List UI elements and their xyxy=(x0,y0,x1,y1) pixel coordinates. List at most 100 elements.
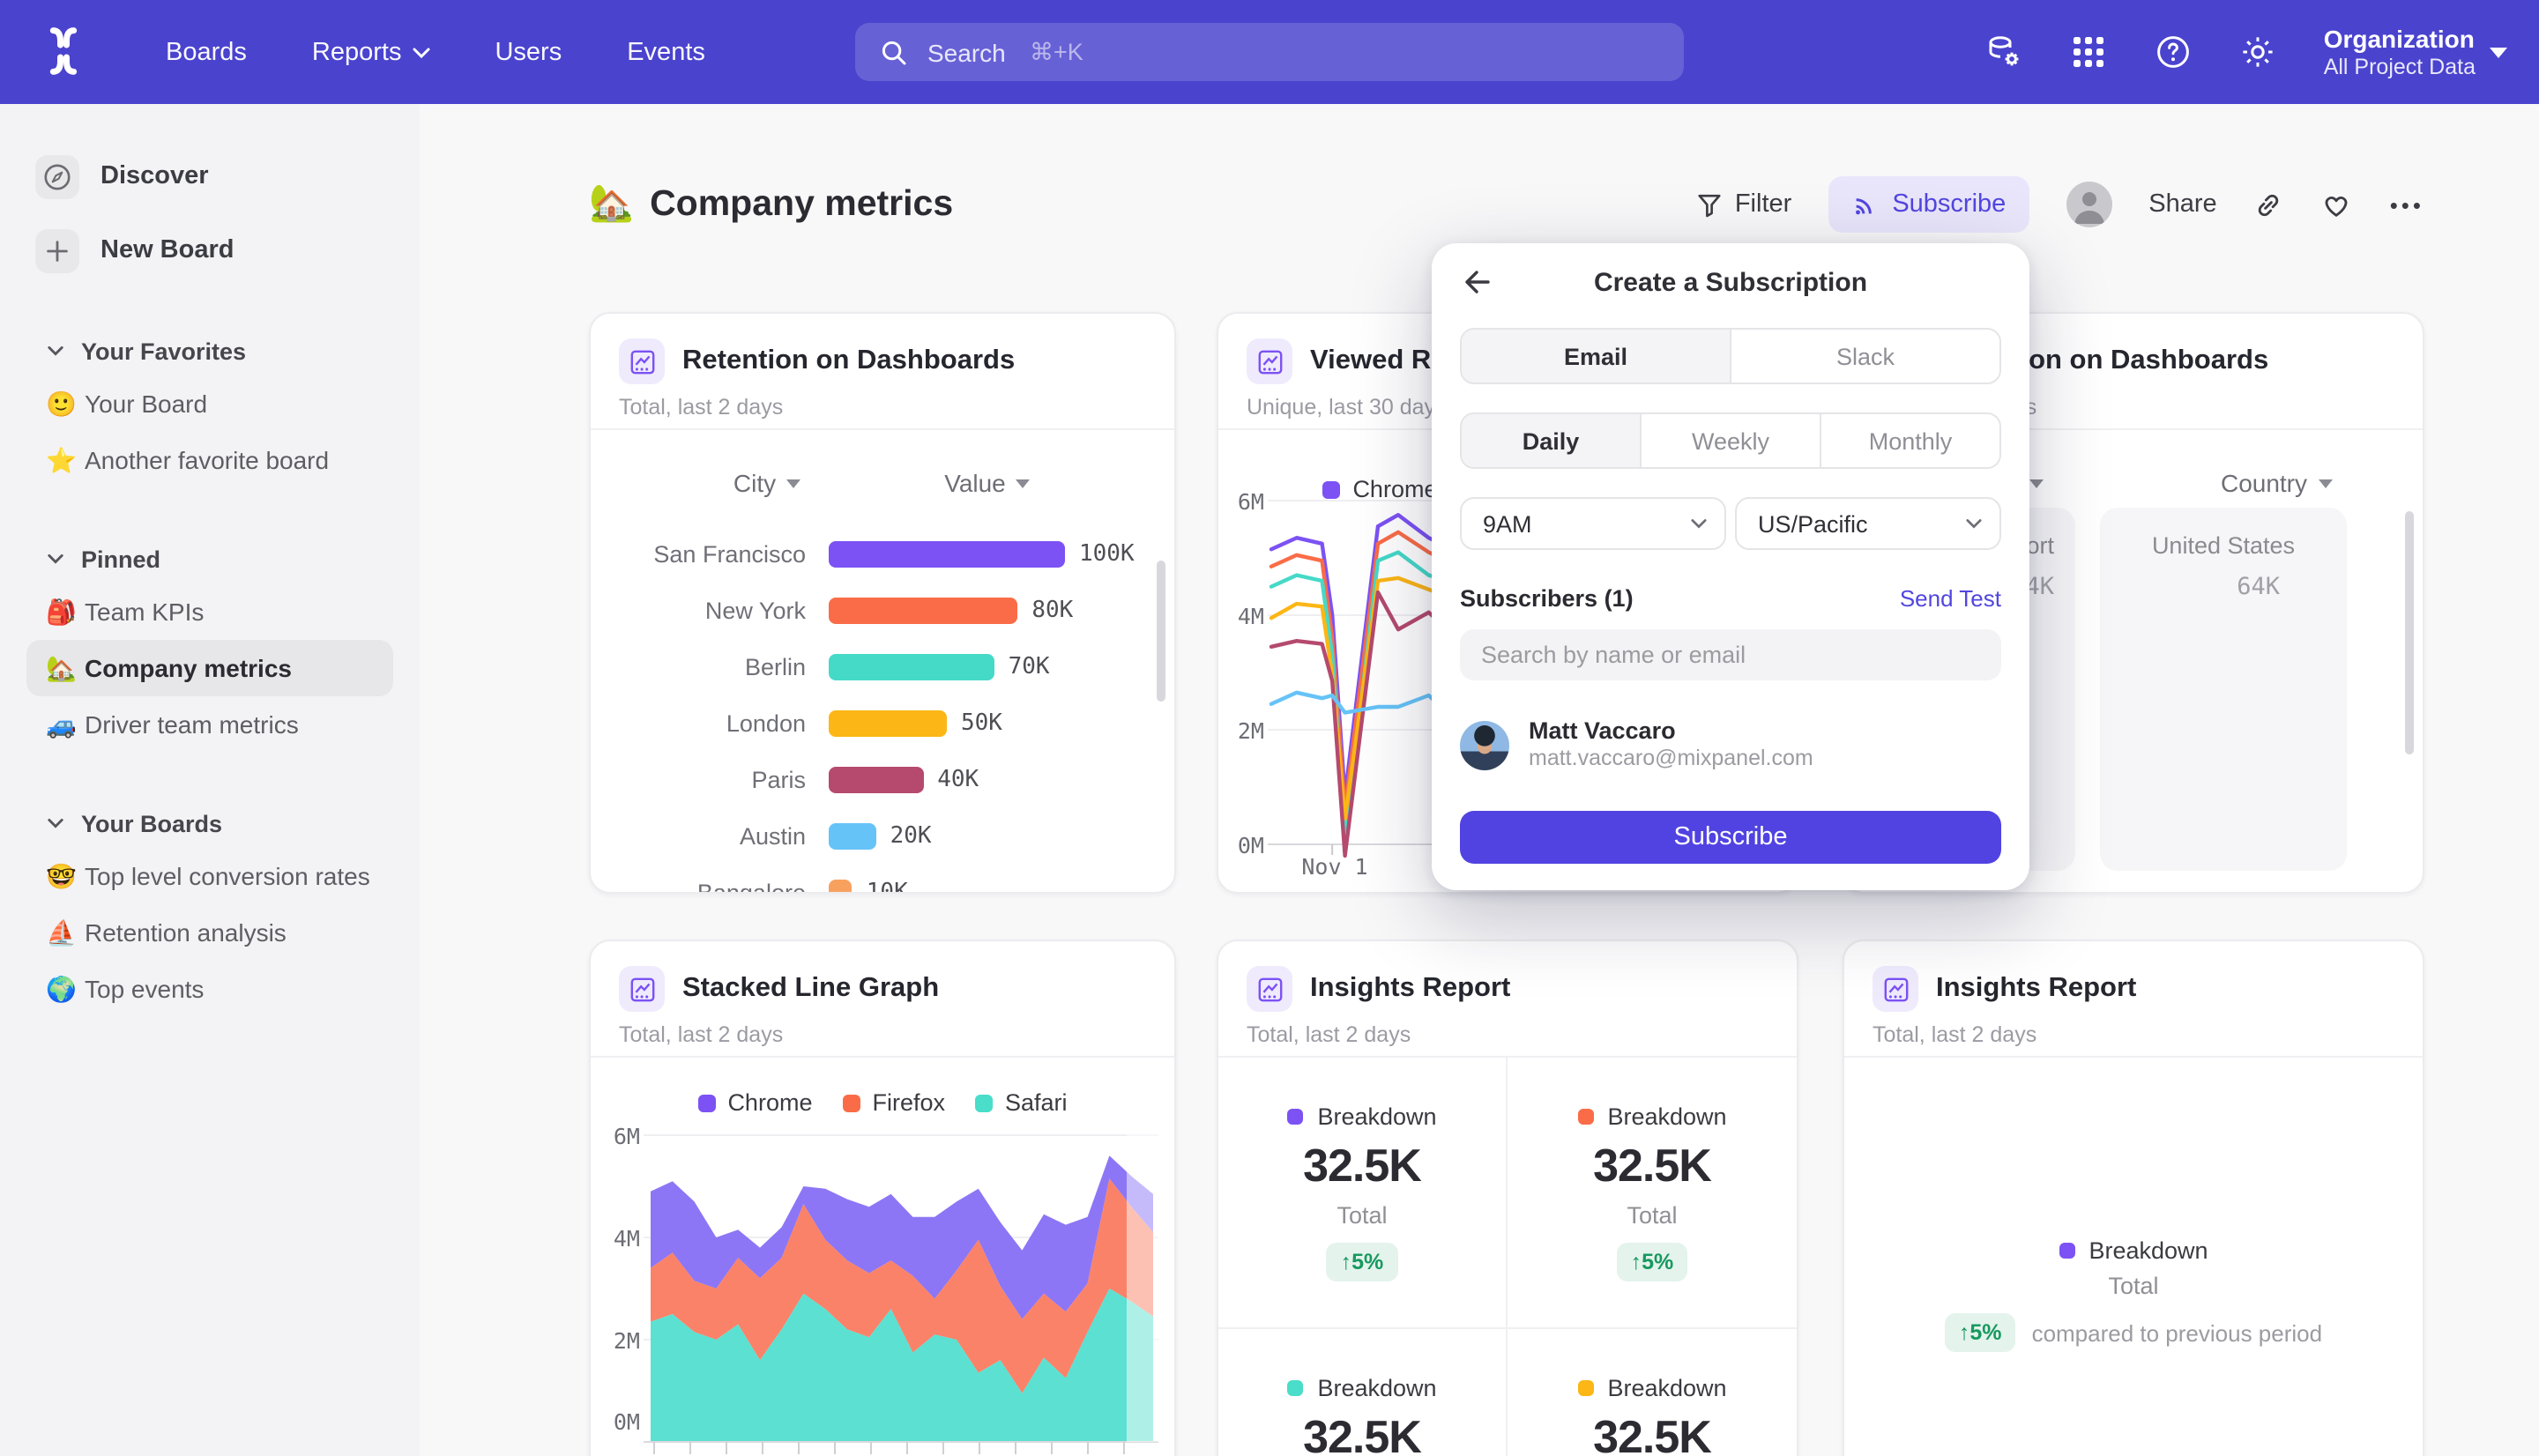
board-emoji-icon: 🤓 xyxy=(46,861,77,889)
org-project: All Project Data xyxy=(2323,54,2476,78)
filter-button[interactable]: Filter xyxy=(1696,190,1791,219)
sidebar-item-team-kpis[interactable]: 🎒 Team KPIs xyxy=(26,583,393,640)
sidebar-item-top-level-conversion-rates[interactable]: 🤓 Top level conversion rates xyxy=(26,848,393,904)
delta-badge: ↑5% xyxy=(1616,1243,1688,1281)
legend-dot xyxy=(1577,1380,1594,1396)
sidebar-section-header[interactable]: Your Boards xyxy=(48,799,420,848)
time-select[interactable]: 9AM xyxy=(1460,497,1726,550)
kpi-tile: Breakdown 32.5K Total ↑5% xyxy=(1508,1058,1797,1329)
tab-email[interactable]: Email xyxy=(1462,330,1730,383)
card-title: Retention on Dashboards xyxy=(682,345,1016,375)
share-button[interactable]: Share xyxy=(2148,190,2217,219)
search-input[interactable] xyxy=(924,36,1460,68)
kpi-label: Breakdown xyxy=(1607,1103,1727,1130)
bar-category-label: Bangalore xyxy=(696,879,806,894)
board-emoji-icon: ⭐ xyxy=(46,445,77,473)
delta-note: compared to previous period xyxy=(2031,1319,2323,1346)
sidebar-item-your-board[interactable]: 🙂 Your Board xyxy=(26,375,393,432)
subscriber-email: matt.vaccaro@mixpanel.com xyxy=(1529,746,1813,770)
nav-item-boards[interactable]: Boards xyxy=(166,38,247,66)
scrollbar[interactable] xyxy=(1157,561,1165,702)
subscribe-button[interactable]: Subscribe xyxy=(1828,176,2029,233)
timezone-select[interactable]: US/Pacific xyxy=(1735,497,2001,550)
bar-value-label: 10K xyxy=(866,879,908,894)
bar-row-london: London 50K xyxy=(591,695,1174,751)
send-test-link[interactable]: Send Test xyxy=(1899,585,2001,612)
settings-gear-icon[interactable] xyxy=(2239,33,2276,71)
bar-row-berlin: Berlin 70K xyxy=(591,638,1174,695)
data-management-icon[interactable] xyxy=(1985,33,2022,71)
sidebar-item-label: Discover xyxy=(101,162,209,190)
legend-label: Chrome xyxy=(727,1089,813,1116)
report-chart-icon xyxy=(1873,966,1918,1012)
nav-right: Organization All Project Data xyxy=(1985,0,2507,104)
copy-link-icon[interactable] xyxy=(2254,189,2284,219)
subscribe-submit-button[interactable]: Subscribe xyxy=(1460,811,2001,864)
tab-monthly[interactable]: Monthly xyxy=(1820,414,1999,467)
bar-category-label: Berlin xyxy=(744,653,806,680)
column-header-value[interactable]: Value xyxy=(908,469,1067,497)
sidebar-item-top-events[interactable]: 🌍 Top events xyxy=(26,961,393,1017)
org-switcher[interactable]: Organization All Project Data xyxy=(2324,24,2507,80)
board-emoji-icon: ⛵ xyxy=(46,917,77,946)
sidebar-item-company-metrics[interactable]: 🏡 Company metrics xyxy=(26,640,393,696)
subscriber-name: Matt Vaccaro xyxy=(1529,717,1676,744)
nav-item-users[interactable]: Users xyxy=(495,38,562,66)
back-button[interactable] xyxy=(1460,266,1492,298)
card-subtitle: Total, last 2 days xyxy=(1873,1022,2037,1047)
bar-value-label: 20K xyxy=(890,822,932,849)
chevron-down-icon xyxy=(412,47,429,57)
tab-daily[interactable]: Daily xyxy=(1462,414,1640,467)
mixpanel-logo[interactable] xyxy=(39,26,88,76)
sidebar-item-discover[interactable]: Discover xyxy=(35,146,420,206)
bar xyxy=(829,597,1018,623)
sidebar-section-label: Your Favorites xyxy=(81,338,247,364)
nav-item-reports[interactable]: Reports xyxy=(312,38,430,66)
tab-weekly[interactable]: Weekly xyxy=(1640,414,1820,467)
sidebar-section-header[interactable]: Pinned xyxy=(48,534,420,583)
sidebar-item-another-favorite-board[interactable]: ⭐ Another favorite board xyxy=(26,432,393,488)
tab-slack[interactable]: Slack xyxy=(1730,330,1999,383)
legend-dot xyxy=(2059,1243,2075,1259)
bar-category-label: Austin xyxy=(739,822,806,849)
sidebar-item-new-board[interactable]: New Board xyxy=(35,220,420,280)
column-header-country[interactable]: Country xyxy=(2188,469,2364,497)
report-chart-icon xyxy=(1247,966,1292,1012)
column-header-city[interactable]: City xyxy=(688,469,846,497)
legend-item-firefox: Firefox xyxy=(842,1089,945,1116)
apps-grid-icon[interactable] xyxy=(2070,33,2107,71)
sidebar-item-label: Driver team metrics xyxy=(85,710,299,739)
bar xyxy=(829,822,876,849)
sidebar-item-label: Another favorite board xyxy=(85,446,330,474)
primary-nav: Boards Reports Users Events xyxy=(166,0,771,104)
chevron-down-icon xyxy=(2490,47,2507,57)
kpi-label: Breakdown xyxy=(1317,1103,1437,1130)
sidebar-item-driver-team-metrics[interactable]: 🚙 Driver team metrics xyxy=(26,696,393,753)
subscriber-search-input[interactable] xyxy=(1460,629,2001,680)
more-options-button[interactable]: ••• xyxy=(2389,191,2424,218)
board-emoji-icon: 🙂 xyxy=(46,389,77,417)
legend-label: Firefox xyxy=(872,1089,945,1116)
subscriber-row[interactable]: Matt Vaccaro matt.vaccaro@mixpanel.com xyxy=(1460,717,1813,772)
kpi-value: 32.5K xyxy=(1303,1410,1422,1456)
filter-funnel-icon xyxy=(1696,191,1723,218)
scrollbar[interactable] xyxy=(2405,511,2414,754)
chevron-down-icon xyxy=(1016,479,1031,487)
bar xyxy=(829,709,947,736)
search-icon xyxy=(880,38,908,66)
report-chart-icon xyxy=(619,966,665,1012)
sidebar-item-retention-analysis[interactable]: ⛵ Retention analysis xyxy=(26,904,393,961)
country-panel[interactable]: United States 64K xyxy=(2100,508,2347,871)
board-emoji-icon: 🏡 xyxy=(46,653,77,681)
user-avatar[interactable] xyxy=(2066,182,2112,227)
kpi-total-label: Total xyxy=(2108,1273,2159,1299)
global-search[interactable]: ⌘+K xyxy=(855,23,1684,81)
legend-label: Safari xyxy=(1005,1089,1068,1116)
report-chart-icon xyxy=(1247,338,1292,384)
sidebar-section-header[interactable]: Your Favorites xyxy=(48,326,420,375)
sidebar-item-label: Top level conversion rates xyxy=(85,862,370,890)
nav-item-events[interactable]: Events xyxy=(627,38,705,66)
favorite-heart-icon[interactable] xyxy=(2321,189,2353,220)
help-icon[interactable] xyxy=(2155,33,2192,71)
